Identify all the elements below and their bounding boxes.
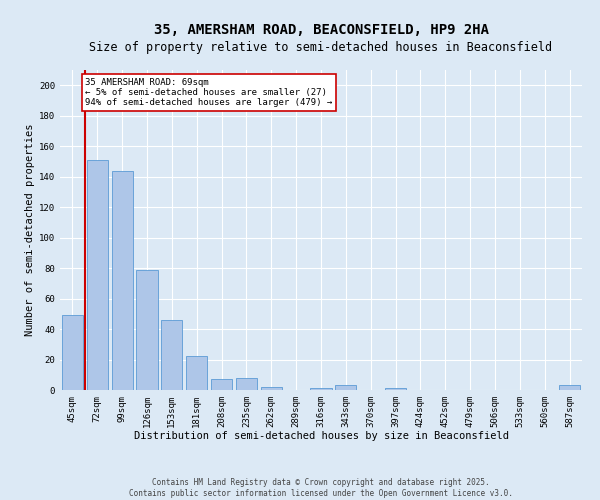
X-axis label: Distribution of semi-detached houses by size in Beaconsfield: Distribution of semi-detached houses by … — [133, 432, 509, 442]
Bar — [161, 320, 182, 390]
Bar — [261, 387, 282, 390]
Bar — [559, 386, 580, 390]
Y-axis label: Number of semi-detached properties: Number of semi-detached properties — [25, 124, 35, 336]
Bar — [136, 270, 158, 390]
Bar — [236, 378, 257, 390]
Bar — [87, 160, 108, 390]
Bar — [335, 386, 356, 390]
Text: 35, AMERSHAM ROAD, BEACONSFIELD, HP9 2HA: 35, AMERSHAM ROAD, BEACONSFIELD, HP9 2HA — [154, 22, 488, 36]
Bar — [310, 388, 332, 390]
Bar — [112, 170, 133, 390]
Text: 35 AMERSHAM ROAD: 69sqm
← 5% of semi-detached houses are smaller (27)
94% of sem: 35 AMERSHAM ROAD: 69sqm ← 5% of semi-det… — [85, 78, 332, 108]
Bar — [186, 356, 207, 390]
Bar — [211, 380, 232, 390]
Bar — [385, 388, 406, 390]
Text: Contains HM Land Registry data © Crown copyright and database right 2025.
Contai: Contains HM Land Registry data © Crown c… — [129, 478, 513, 498]
Text: Size of property relative to semi-detached houses in Beaconsfield: Size of property relative to semi-detach… — [89, 41, 553, 54]
Bar — [62, 316, 83, 390]
